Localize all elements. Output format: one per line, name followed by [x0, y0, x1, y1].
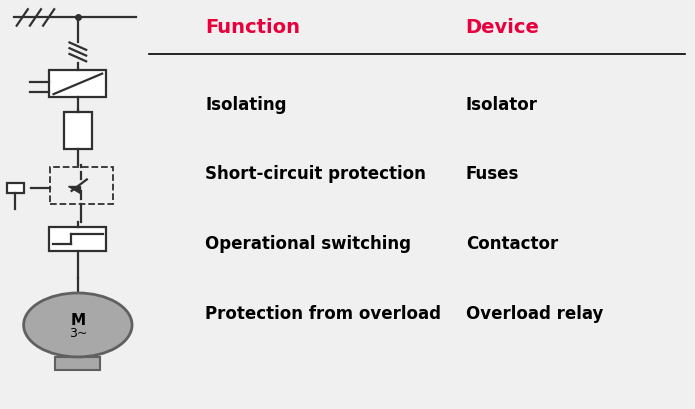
Text: M: M: [70, 312, 85, 327]
Text: 3~: 3~: [69, 326, 87, 339]
Text: Function: Function: [205, 18, 300, 37]
Text: Overload relay: Overload relay: [466, 304, 603, 322]
Text: Operational switching: Operational switching: [205, 234, 411, 252]
Bar: [49, 70, 106, 98]
Bar: [7, 184, 24, 193]
Text: Fuses: Fuses: [466, 165, 519, 183]
Bar: [64, 112, 92, 149]
Bar: [50, 168, 113, 204]
Circle shape: [24, 293, 132, 357]
Polygon shape: [68, 186, 80, 193]
Text: Isolating: Isolating: [205, 95, 286, 113]
Bar: [49, 227, 106, 252]
Text: Short-circuit protection: Short-circuit protection: [205, 165, 426, 183]
Bar: [56, 357, 101, 370]
Text: Isolator: Isolator: [466, 95, 538, 113]
Text: Device: Device: [466, 18, 539, 37]
Text: Protection from overload: Protection from overload: [205, 304, 441, 322]
Text: Contactor: Contactor: [466, 234, 558, 252]
